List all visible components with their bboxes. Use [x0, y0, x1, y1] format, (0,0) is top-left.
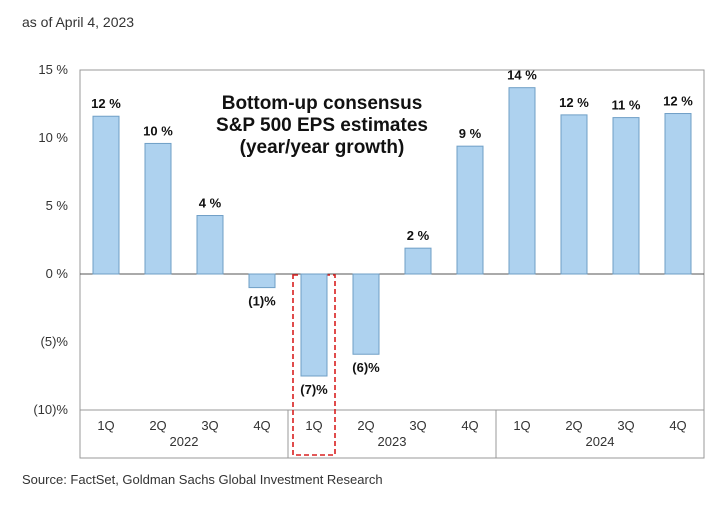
year-label: 2023 — [378, 434, 407, 449]
quarter-label: 4Q — [461, 418, 478, 433]
source-note: Source: FactSet, Goldman Sachs Global In… — [22, 472, 383, 487]
y-tick-label: (5)% — [41, 334, 69, 349]
bar — [612, 117, 640, 275]
data-label: 2 % — [407, 228, 430, 243]
bar — [196, 215, 224, 275]
bar — [664, 113, 692, 275]
quarter-label: 1Q — [97, 418, 114, 433]
bar — [300, 273, 328, 377]
y-tick-label: 15 % — [38, 62, 68, 77]
data-label: 12 % — [91, 96, 121, 111]
data-label: (7)% — [300, 382, 328, 397]
quarter-label: 2Q — [565, 418, 582, 433]
as-of-date: as of April 4, 2023 — [22, 14, 135, 30]
data-label: 4 % — [199, 196, 222, 211]
data-label: 10 % — [143, 123, 173, 138]
quarter-label: 3Q — [409, 418, 426, 433]
data-label: 9 % — [459, 126, 482, 141]
chart-title-line-3: (year/year growth) — [240, 137, 405, 158]
plot-frame — [79, 69, 705, 459]
data-label: (1)% — [248, 294, 276, 309]
quarter-label: 3Q — [201, 418, 218, 433]
quarter-label: 3Q — [617, 418, 634, 433]
y-tick-label: 5 % — [46, 198, 69, 213]
y-tick-label: 0 % — [46, 266, 69, 281]
year-label: 2022 — [170, 434, 199, 449]
bar — [92, 115, 120, 275]
year-label: 2024 — [586, 434, 615, 449]
data-label: 12 % — [559, 95, 589, 110]
eps-growth-chart: 15 % 10 % 5 % 0 % (5)% (10)% 2022 2023 2024 12 % 1… — [33, 62, 705, 459]
data-label: 12 % — [663, 94, 693, 109]
bar — [508, 87, 536, 275]
data-label: 14 % — [507, 68, 537, 83]
bar — [456, 145, 484, 275]
data-label: (6)% — [352, 360, 380, 375]
data-label: 11 % — [612, 98, 641, 113]
y-tick-label: 10 % — [38, 130, 68, 145]
chart-title-line-1: Bottom-up consensus — [222, 93, 423, 114]
bar — [144, 142, 172, 275]
quarter-label: 2Q — [149, 418, 166, 433]
quarter-label: 4Q — [669, 418, 686, 433]
quarter-label: 1Q — [305, 418, 322, 433]
bar — [560, 114, 588, 275]
quarter-label: 1Q — [513, 418, 530, 433]
bar — [404, 247, 432, 275]
bar — [248, 273, 276, 289]
bar — [352, 273, 380, 355]
quarter-label: 4Q — [253, 418, 270, 433]
quarter-label: 2Q — [357, 418, 374, 433]
chart-title-line-2: S&P 500 EPS estimates — [216, 115, 428, 136]
y-tick-label: (10)% — [33, 402, 68, 417]
